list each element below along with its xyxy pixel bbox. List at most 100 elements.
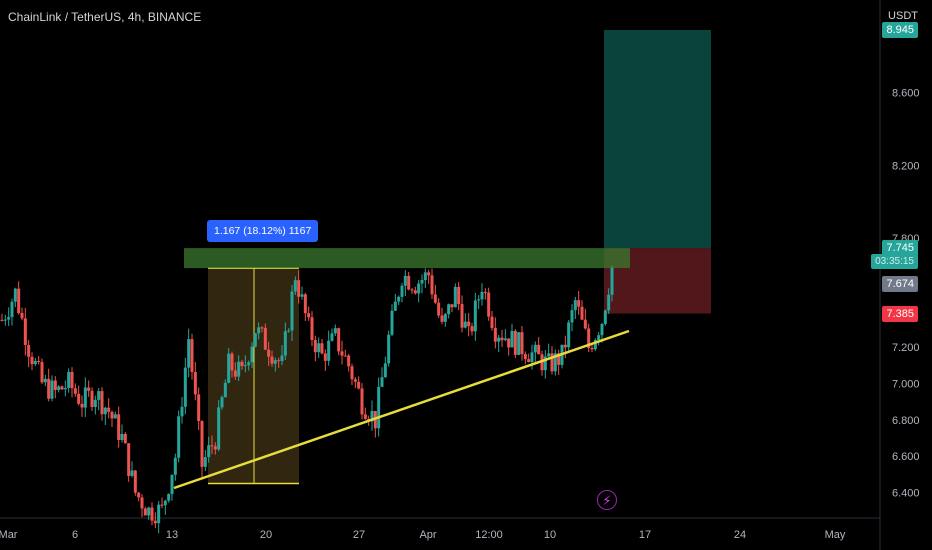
price-tag: 03:35:15: [871, 253, 918, 269]
price-tick-label: 6.800: [892, 415, 920, 427]
candle-body: [397, 296, 401, 302]
candle-body: [137, 492, 141, 498]
candle-body: [370, 410, 374, 422]
candle-body: [420, 280, 424, 284]
time-tick-label: 13: [166, 529, 178, 541]
candle-body: [213, 446, 217, 450]
candle-body: [43, 378, 47, 383]
candle-body: [357, 381, 361, 389]
candle-body: [453, 286, 457, 308]
candle-body: [590, 347, 594, 350]
candle-body: [150, 507, 154, 521]
candle-body: [543, 356, 547, 371]
resistance-zone[interactable]: [184, 248, 630, 269]
candle-body: [457, 286, 461, 305]
candle-body: [577, 300, 581, 307]
candle-body: [147, 507, 151, 516]
candle-body: [187, 339, 191, 368]
candle-body: [117, 414, 121, 441]
candle-body: [410, 289, 414, 291]
candle-body: [40, 362, 44, 383]
candle-body: [47, 378, 51, 399]
candle-body: [157, 504, 161, 524]
candle-body: [430, 275, 434, 295]
candle-body: [170, 474, 174, 495]
candle-body: [283, 331, 287, 356]
candle-body: [417, 283, 421, 294]
candle-body: [580, 306, 584, 320]
ascending-trendline[interactable]: [173, 329, 630, 490]
candle-body: [183, 367, 187, 407]
candle-body: [313, 339, 317, 353]
candle-body: [73, 388, 77, 394]
candle-body: [193, 372, 197, 395]
candle-body: [447, 304, 451, 315]
candle-body: [303, 294, 307, 314]
candle-body: [13, 288, 17, 302]
candle-body: [490, 316, 494, 329]
candle-body: [487, 292, 491, 317]
candle-body: [537, 344, 541, 355]
price-tick-label: 7.200: [892, 342, 920, 354]
candle-body: [217, 407, 221, 450]
candle-body: [493, 328, 497, 342]
candle-body: [597, 335, 601, 341]
candle-body: [10, 301, 14, 317]
candle-body: [477, 299, 481, 301]
candle-body: [383, 363, 387, 378]
candle-body: [320, 343, 324, 354]
candle-body: [110, 411, 114, 419]
candle-body: [287, 330, 291, 332]
candle-body: [513, 330, 517, 355]
candle-body: [173, 457, 177, 475]
candle-body: [210, 445, 214, 447]
price-tick-label: 6.400: [892, 488, 920, 500]
candle-body: [440, 315, 444, 322]
candle-body: [567, 322, 571, 348]
candle-body: [327, 340, 331, 361]
price-tag: 7.385: [882, 305, 918, 322]
symbol-title[interactable]: ChainLink / TetherUS, 4h, BINANCE: [8, 10, 202, 24]
candle-body: [93, 399, 97, 407]
candle-body: [200, 421, 204, 467]
time-tick-label: Apr: [419, 529, 436, 541]
candle-body: [140, 497, 144, 509]
candle-body: [207, 445, 211, 458]
candle-body: [317, 343, 321, 353]
price-tick-label: 7.000: [892, 379, 920, 391]
candle-body: [600, 323, 604, 336]
time-tick-label: 27: [353, 529, 365, 541]
candle-body: [197, 394, 201, 422]
candle-body: [33, 360, 37, 365]
candle-body: [250, 346, 254, 363]
candle-body: [113, 414, 117, 419]
candle-body: [437, 302, 441, 316]
candle-body: [343, 355, 347, 357]
candle-body: [470, 326, 474, 332]
time-tick-label: 20: [260, 529, 272, 541]
candle-body: [393, 301, 397, 311]
candle-body: [533, 344, 537, 353]
target-zone[interactable]: [604, 29, 711, 249]
candle-body: [423, 272, 427, 281]
lightning-icon[interactable]: ⚡: [597, 490, 617, 510]
candle-body: [133, 470, 137, 493]
candle-body: [413, 290, 417, 294]
candle-body: [463, 321, 467, 328]
candle-body: [237, 361, 241, 377]
candle-body: [127, 443, 131, 476]
time-tick-label: 6: [72, 529, 78, 541]
candle-body: [390, 310, 394, 335]
candle-body: [247, 362, 251, 366]
candle-body: [260, 327, 264, 329]
candle-body: [547, 353, 551, 357]
candle-body: [57, 386, 61, 390]
candle-body: [377, 386, 381, 429]
candle-body: [387, 334, 391, 364]
candle-body: [587, 328, 591, 348]
candle-body: [270, 356, 274, 364]
measure-tool-label[interactable]: 1.167 (18.12%) 1167: [207, 220, 319, 242]
candle-body: [120, 433, 124, 441]
